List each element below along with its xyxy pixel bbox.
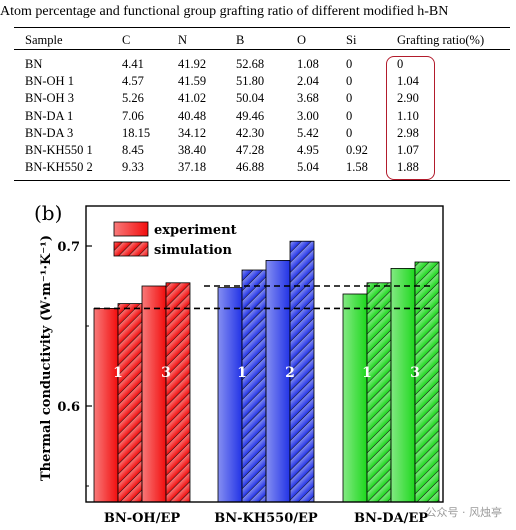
y-axis-label: Thermal conductivity (W·m⁻¹·K⁻¹): [39, 235, 54, 481]
table-caption: Atom percentage and functional group gra…: [0, 4, 449, 19]
table-cell: 9.33: [122, 160, 144, 175]
table-row-sample: BN-OH 1: [25, 74, 74, 89]
table-row-sample: BN-DA 1: [25, 108, 74, 123]
plot-frame: [85, 205, 444, 503]
table-header-cell: C: [122, 33, 131, 47]
table-cell: 5.26: [122, 91, 144, 106]
legend-experiment-label: experiment: [154, 223, 237, 238]
table-cell: 51.80: [236, 74, 265, 89]
table-cell: 38.40: [178, 143, 207, 157]
watermark: 公众号 · 风烛亭: [425, 506, 503, 519]
table-cell: 8.45: [122, 143, 144, 157]
table-top-rule: [14, 27, 510, 28]
group-label: BN-OH/EP: [104, 511, 181, 526]
table-cell: 50.04: [236, 91, 265, 106]
table-cell: 41.02: [178, 91, 207, 106]
legend-experiment-swatch: [113, 221, 149, 237]
table-cell: 1.04: [397, 74, 419, 89]
group-label: BN-DA/EP: [354, 511, 428, 526]
simulation-bar: [366, 282, 392, 503]
table-cell: 1.07: [397, 143, 419, 157]
table-cell: 0: [346, 108, 353, 123]
table-cell: 1.88: [397, 160, 419, 175]
table-header-cell: Sample: [25, 33, 63, 47]
table-header-cell: N: [178, 33, 188, 47]
table-cell: 1.08: [297, 57, 319, 71]
table-header-cell: Grafting ratio(%): [397, 33, 485, 47]
bar-number-label: 1: [237, 365, 247, 381]
table-header-cell: O: [297, 33, 307, 47]
table-row-sample: BN: [25, 57, 43, 71]
table-cell: 2.98: [397, 125, 419, 140]
table-cell: 5.04: [297, 160, 319, 175]
thermal-conductivity-chart: 1 3 BN-OH/EP 1 2 BN-KH550/EP 1 3 BN-DA/EP 0.6 0.7T…: [34, 201, 444, 526]
table-cell: 37.18: [178, 160, 207, 175]
table-cell: 46.88: [236, 160, 265, 175]
table-cell: 52.68: [236, 57, 265, 71]
table-cell: 1.58: [346, 160, 368, 175]
bar-number-label: 1: [113, 365, 123, 381]
table-cell: 3.68: [297, 91, 319, 106]
table-cell: 2.04: [297, 74, 319, 89]
table-cell: 4.95: [297, 143, 319, 157]
experiment-bar: [265, 260, 291, 503]
simulation-bar: [414, 261, 440, 503]
table-bottom-rule: [14, 180, 510, 181]
table-row-sample: BN-OH 3: [25, 91, 74, 106]
table-cell: 0: [346, 91, 353, 106]
simulation-bar: [165, 282, 191, 503]
table-header-cell: B: [236, 33, 245, 47]
table-row-sample: BN-DA 3: [25, 125, 74, 140]
legend-simulation-swatch: [113, 241, 149, 257]
table-row-sample: BN-KH550 2: [25, 160, 93, 175]
legend-simulation-label: simulation: [154, 243, 232, 258]
table-cell: 41.59: [178, 74, 207, 89]
experiment-bar: [390, 268, 416, 503]
grafting-ratio-highlight: [386, 56, 435, 180]
table-cell: 0: [346, 57, 353, 71]
experiment-bar: [342, 293, 368, 503]
experiment-bar: [93, 308, 119, 503]
table-cell: 47.28: [236, 143, 265, 157]
table-cell: 1.10: [397, 108, 419, 123]
y-tick-label: 0.6: [57, 400, 80, 415]
table-cell: 7.06: [122, 108, 144, 123]
simulation-bar: [289, 240, 315, 503]
table-cell: 42.30: [236, 125, 265, 140]
table-cell: 34.12: [178, 125, 207, 140]
bar-number-label: 3: [161, 365, 171, 381]
experiment-bar: [141, 285, 167, 503]
table-header-rule: [14, 49, 510, 50]
experiment-bar: [217, 287, 243, 503]
table-cell: 40.48: [178, 108, 207, 123]
table-cell: 4.41: [122, 57, 144, 71]
table-cell: 49.46: [236, 108, 265, 123]
table-cell: 4.57: [122, 74, 144, 89]
bar-number-label: 3: [410, 365, 420, 381]
table-row-sample: BN-KH550 1: [25, 143, 93, 157]
bar-number-label: 2: [285, 365, 295, 381]
table-cell: 0: [346, 125, 353, 140]
group-label: BN-KH550/EP: [214, 511, 318, 526]
table-cell: 41.92: [178, 57, 207, 71]
table-cell: 18.15: [122, 125, 151, 140]
simulation-bar: [241, 269, 267, 503]
y-tick-label: 0.7: [57, 240, 80, 255]
bar-number-label: 1: [362, 365, 372, 381]
table-cell: 2.90: [397, 91, 419, 106]
table-header-cell: Si: [346, 33, 357, 47]
table-cell: 0.92: [346, 143, 368, 157]
table-cell: 3.00: [297, 108, 319, 123]
simulation-bar: [117, 303, 143, 503]
table-cell: 5.42: [297, 125, 319, 140]
panel-label: (b): [34, 201, 62, 225]
table-cell: 0: [397, 57, 404, 71]
table-cell: 0: [346, 74, 353, 89]
